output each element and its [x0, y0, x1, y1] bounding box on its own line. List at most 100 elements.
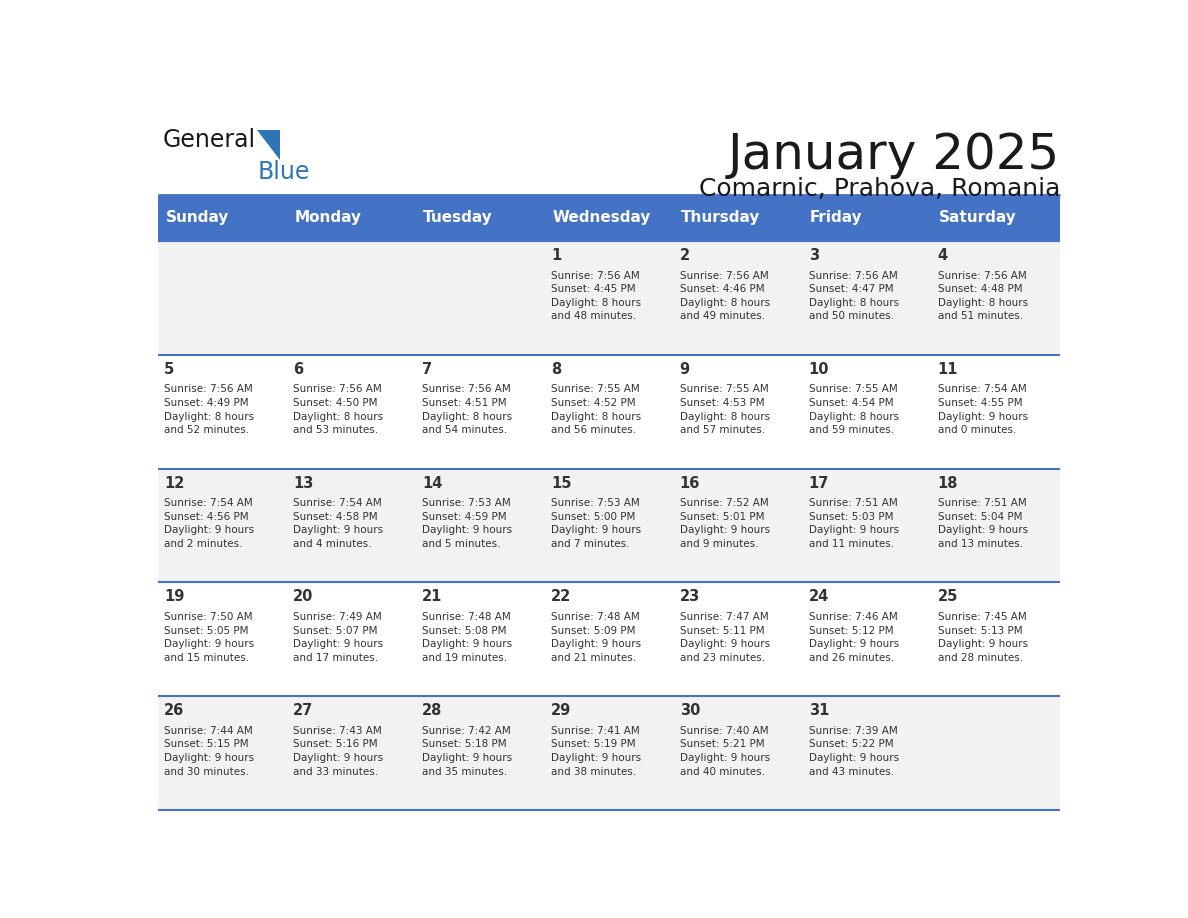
FancyBboxPatch shape [544, 468, 674, 582]
FancyBboxPatch shape [544, 696, 674, 810]
Text: 23: 23 [680, 589, 700, 604]
FancyBboxPatch shape [674, 468, 802, 582]
Text: 12: 12 [164, 476, 184, 490]
Text: Thursday: Thursday [681, 210, 760, 226]
Text: 1: 1 [551, 248, 561, 263]
Text: Sunrise: 7:55 AM
Sunset: 4:54 PM
Daylight: 8 hours
and 59 minutes.: Sunrise: 7:55 AM Sunset: 4:54 PM Dayligh… [809, 385, 899, 435]
Text: Sunrise: 7:45 AM
Sunset: 5:13 PM
Daylight: 9 hours
and 28 minutes.: Sunrise: 7:45 AM Sunset: 5:13 PM Dayligh… [937, 612, 1028, 663]
Text: Sunrise: 7:56 AM
Sunset: 4:48 PM
Daylight: 8 hours
and 51 minutes.: Sunrise: 7:56 AM Sunset: 4:48 PM Dayligh… [937, 271, 1028, 321]
Text: Sunrise: 7:48 AM
Sunset: 5:09 PM
Daylight: 9 hours
and 21 minutes.: Sunrise: 7:48 AM Sunset: 5:09 PM Dayligh… [551, 612, 642, 663]
FancyBboxPatch shape [674, 582, 802, 696]
FancyBboxPatch shape [416, 241, 544, 354]
FancyBboxPatch shape [158, 241, 286, 354]
FancyBboxPatch shape [158, 696, 286, 810]
Text: Sunrise: 7:41 AM
Sunset: 5:19 PM
Daylight: 9 hours
and 38 minutes.: Sunrise: 7:41 AM Sunset: 5:19 PM Dayligh… [551, 726, 642, 777]
FancyBboxPatch shape [802, 195, 931, 241]
FancyBboxPatch shape [158, 582, 286, 696]
FancyBboxPatch shape [931, 696, 1060, 810]
Text: Wednesday: Wednesday [552, 210, 651, 226]
Text: Sunrise: 7:56 AM
Sunset: 4:49 PM
Daylight: 8 hours
and 52 minutes.: Sunrise: 7:56 AM Sunset: 4:49 PM Dayligh… [164, 385, 254, 435]
Text: 27: 27 [293, 703, 314, 718]
FancyBboxPatch shape [802, 241, 931, 354]
Polygon shape [257, 130, 280, 160]
Text: Sunrise: 7:55 AM
Sunset: 4:52 PM
Daylight: 8 hours
and 56 minutes.: Sunrise: 7:55 AM Sunset: 4:52 PM Dayligh… [551, 385, 642, 435]
Text: Sunrise: 7:44 AM
Sunset: 5:15 PM
Daylight: 9 hours
and 30 minutes.: Sunrise: 7:44 AM Sunset: 5:15 PM Dayligh… [164, 726, 254, 777]
Text: Sunday: Sunday [165, 210, 229, 226]
Text: 17: 17 [809, 476, 829, 490]
FancyBboxPatch shape [931, 468, 1060, 582]
FancyBboxPatch shape [416, 195, 544, 241]
Text: Sunrise: 7:40 AM
Sunset: 5:21 PM
Daylight: 9 hours
and 40 minutes.: Sunrise: 7:40 AM Sunset: 5:21 PM Dayligh… [680, 726, 770, 777]
Text: 8: 8 [551, 362, 561, 376]
Text: Sunrise: 7:56 AM
Sunset: 4:47 PM
Daylight: 8 hours
and 50 minutes.: Sunrise: 7:56 AM Sunset: 4:47 PM Dayligh… [809, 271, 899, 321]
Text: 29: 29 [551, 703, 571, 718]
FancyBboxPatch shape [931, 582, 1060, 696]
Text: Sunrise: 7:42 AM
Sunset: 5:18 PM
Daylight: 9 hours
and 35 minutes.: Sunrise: 7:42 AM Sunset: 5:18 PM Dayligh… [422, 726, 512, 777]
Text: Sunrise: 7:52 AM
Sunset: 5:01 PM
Daylight: 9 hours
and 9 minutes.: Sunrise: 7:52 AM Sunset: 5:01 PM Dayligh… [680, 498, 770, 549]
Text: Sunrise: 7:53 AM
Sunset: 4:59 PM
Daylight: 9 hours
and 5 minutes.: Sunrise: 7:53 AM Sunset: 4:59 PM Dayligh… [422, 498, 512, 549]
FancyBboxPatch shape [158, 195, 286, 241]
Text: Sunrise: 7:56 AM
Sunset: 4:45 PM
Daylight: 8 hours
and 48 minutes.: Sunrise: 7:56 AM Sunset: 4:45 PM Dayligh… [551, 271, 642, 321]
FancyBboxPatch shape [416, 468, 544, 582]
FancyBboxPatch shape [416, 582, 544, 696]
Text: Tuesday: Tuesday [423, 210, 493, 226]
Text: 6: 6 [293, 362, 303, 376]
Text: 19: 19 [164, 589, 184, 604]
Text: 15: 15 [551, 476, 571, 490]
Text: 30: 30 [680, 703, 700, 718]
Text: Sunrise: 7:50 AM
Sunset: 5:05 PM
Daylight: 9 hours
and 15 minutes.: Sunrise: 7:50 AM Sunset: 5:05 PM Dayligh… [164, 612, 254, 663]
Text: Sunrise: 7:51 AM
Sunset: 5:03 PM
Daylight: 9 hours
and 11 minutes.: Sunrise: 7:51 AM Sunset: 5:03 PM Dayligh… [809, 498, 899, 549]
Text: Sunrise: 7:56 AM
Sunset: 4:50 PM
Daylight: 8 hours
and 53 minutes.: Sunrise: 7:56 AM Sunset: 4:50 PM Dayligh… [293, 385, 384, 435]
Text: 2: 2 [680, 248, 690, 263]
FancyBboxPatch shape [931, 354, 1060, 468]
Text: General: General [163, 128, 255, 151]
Text: 28: 28 [422, 703, 442, 718]
Text: Sunrise: 7:46 AM
Sunset: 5:12 PM
Daylight: 9 hours
and 26 minutes.: Sunrise: 7:46 AM Sunset: 5:12 PM Dayligh… [809, 612, 899, 663]
Text: Blue: Blue [257, 160, 310, 184]
Text: 11: 11 [937, 362, 958, 376]
Text: 24: 24 [809, 589, 829, 604]
FancyBboxPatch shape [544, 195, 674, 241]
Text: 9: 9 [680, 362, 690, 376]
FancyBboxPatch shape [416, 354, 544, 468]
FancyBboxPatch shape [416, 696, 544, 810]
Text: 10: 10 [809, 362, 829, 376]
Text: 18: 18 [937, 476, 958, 490]
Text: Sunrise: 7:54 AM
Sunset: 4:55 PM
Daylight: 9 hours
and 0 minutes.: Sunrise: 7:54 AM Sunset: 4:55 PM Dayligh… [937, 385, 1028, 435]
Text: 14: 14 [422, 476, 442, 490]
Text: 5: 5 [164, 362, 175, 376]
Text: Saturday: Saturday [939, 210, 1017, 226]
Text: 13: 13 [293, 476, 314, 490]
FancyBboxPatch shape [674, 241, 802, 354]
FancyBboxPatch shape [544, 582, 674, 696]
Text: Sunrise: 7:54 AM
Sunset: 4:56 PM
Daylight: 9 hours
and 2 minutes.: Sunrise: 7:54 AM Sunset: 4:56 PM Dayligh… [164, 498, 254, 549]
Text: Sunrise: 7:39 AM
Sunset: 5:22 PM
Daylight: 9 hours
and 43 minutes.: Sunrise: 7:39 AM Sunset: 5:22 PM Dayligh… [809, 726, 899, 777]
Text: Sunrise: 7:56 AM
Sunset: 4:51 PM
Daylight: 8 hours
and 54 minutes.: Sunrise: 7:56 AM Sunset: 4:51 PM Dayligh… [422, 385, 512, 435]
Text: Friday: Friday [810, 210, 862, 226]
Text: 22: 22 [551, 589, 571, 604]
FancyBboxPatch shape [286, 468, 416, 582]
FancyBboxPatch shape [674, 195, 802, 241]
FancyBboxPatch shape [286, 582, 416, 696]
FancyBboxPatch shape [802, 354, 931, 468]
Text: 3: 3 [809, 248, 819, 263]
FancyBboxPatch shape [674, 696, 802, 810]
Text: 26: 26 [164, 703, 184, 718]
Text: 4: 4 [937, 248, 948, 263]
Text: 21: 21 [422, 589, 442, 604]
FancyBboxPatch shape [286, 195, 416, 241]
FancyBboxPatch shape [802, 582, 931, 696]
FancyBboxPatch shape [674, 354, 802, 468]
FancyBboxPatch shape [931, 195, 1060, 241]
Text: Sunrise: 7:43 AM
Sunset: 5:16 PM
Daylight: 9 hours
and 33 minutes.: Sunrise: 7:43 AM Sunset: 5:16 PM Dayligh… [293, 726, 384, 777]
Text: 20: 20 [293, 589, 314, 604]
Text: Monday: Monday [295, 210, 361, 226]
FancyBboxPatch shape [931, 241, 1060, 354]
Text: 16: 16 [680, 476, 700, 490]
FancyBboxPatch shape [286, 354, 416, 468]
Text: Sunrise: 7:53 AM
Sunset: 5:00 PM
Daylight: 9 hours
and 7 minutes.: Sunrise: 7:53 AM Sunset: 5:00 PM Dayligh… [551, 498, 642, 549]
Text: 25: 25 [937, 589, 958, 604]
FancyBboxPatch shape [158, 354, 286, 468]
FancyBboxPatch shape [802, 696, 931, 810]
Text: Sunrise: 7:51 AM
Sunset: 5:04 PM
Daylight: 9 hours
and 13 minutes.: Sunrise: 7:51 AM Sunset: 5:04 PM Dayligh… [937, 498, 1028, 549]
